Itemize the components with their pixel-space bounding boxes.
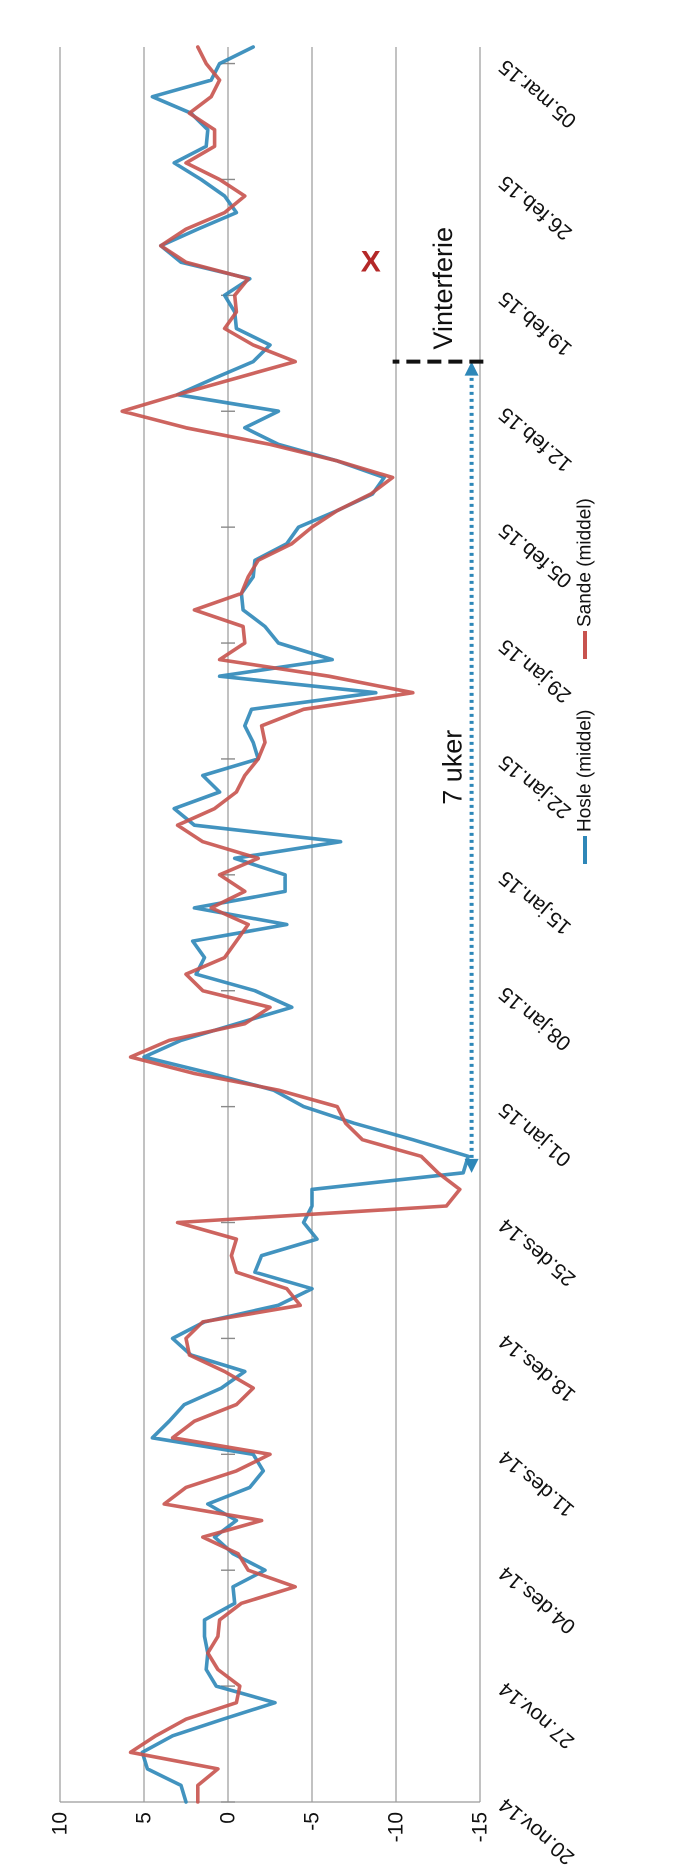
- winter-break-label: Vinterferie: [428, 227, 458, 350]
- y-tick-label: 10: [49, 1812, 72, 1835]
- x-tick-label: 19.feb.15: [495, 287, 577, 361]
- plot-rotated-group: 7 uker Vinterferie X 10 5 0 -5 -10 -15 20.nov.1…: [49, 45, 596, 1869]
- x-tick-label: 22.jan.15: [495, 750, 576, 823]
- x-tick-labels: 20.nov.14 27.nov.14 04.des.14 11.des.14 18.d…: [494, 55, 581, 1869]
- annotations: 7 uker Vinterferie X: [361, 227, 484, 1173]
- x-tick-label: 20.nov.14: [494, 1793, 578, 1869]
- legend-label-hosle-middel: Hosle (middel): [575, 710, 596, 832]
- y-tick-labels: 10 5 0 -5 -10 -15: [49, 1812, 492, 1842]
- x-tick-label: 25.des.14: [494, 1214, 580, 1291]
- y-tick-label: 0: [217, 1812, 240, 1824]
- x-tick-label: 29.jan.15: [495, 634, 576, 707]
- x-tick-label: 04.des.14: [494, 1561, 580, 1638]
- y-tick-label: -5: [301, 1812, 324, 1831]
- x-tick-label: 18.des.14: [494, 1329, 580, 1406]
- series-lines: [120, 45, 471, 1804]
- seven-weeks-label: 7 uker: [438, 730, 468, 805]
- arrow-head-start: [464, 1158, 479, 1173]
- x-tick-label: 05.mar.15: [495, 55, 581, 133]
- arrow-head-end: [464, 361, 479, 376]
- y-tick-label: -10: [385, 1812, 408, 1842]
- y-tick-label: -15: [469, 1812, 492, 1842]
- legend: Hosle (middel) Sande (middel): [575, 498, 596, 864]
- legend-label-sande-middel: Sande (middel): [575, 498, 596, 627]
- series-line-hosle-middel: [140, 45, 471, 1804]
- x-mark-annotation: X: [361, 246, 381, 279]
- x-tick-label: 05.feb.15: [495, 518, 577, 592]
- x-tick-label: 26.feb.15: [495, 171, 577, 245]
- x-tick-label: 27.nov.14: [494, 1677, 578, 1753]
- x-tick-label: 12.feb.15: [495, 402, 577, 476]
- y-tick-label: 5: [133, 1812, 156, 1824]
- x-tick-label: 15.jan.15: [495, 866, 576, 939]
- x-tick-label: 08.jan.15: [495, 982, 576, 1055]
- x-tick-label: 11.des.14: [494, 1445, 578, 1521]
- gridlines: [59, 47, 481, 1803]
- series-line-sande-middel: [120, 45, 462, 1804]
- x-tick-label: 01.jan.15: [495, 1098, 576, 1171]
- x-tick-marks: [221, 62, 235, 1803]
